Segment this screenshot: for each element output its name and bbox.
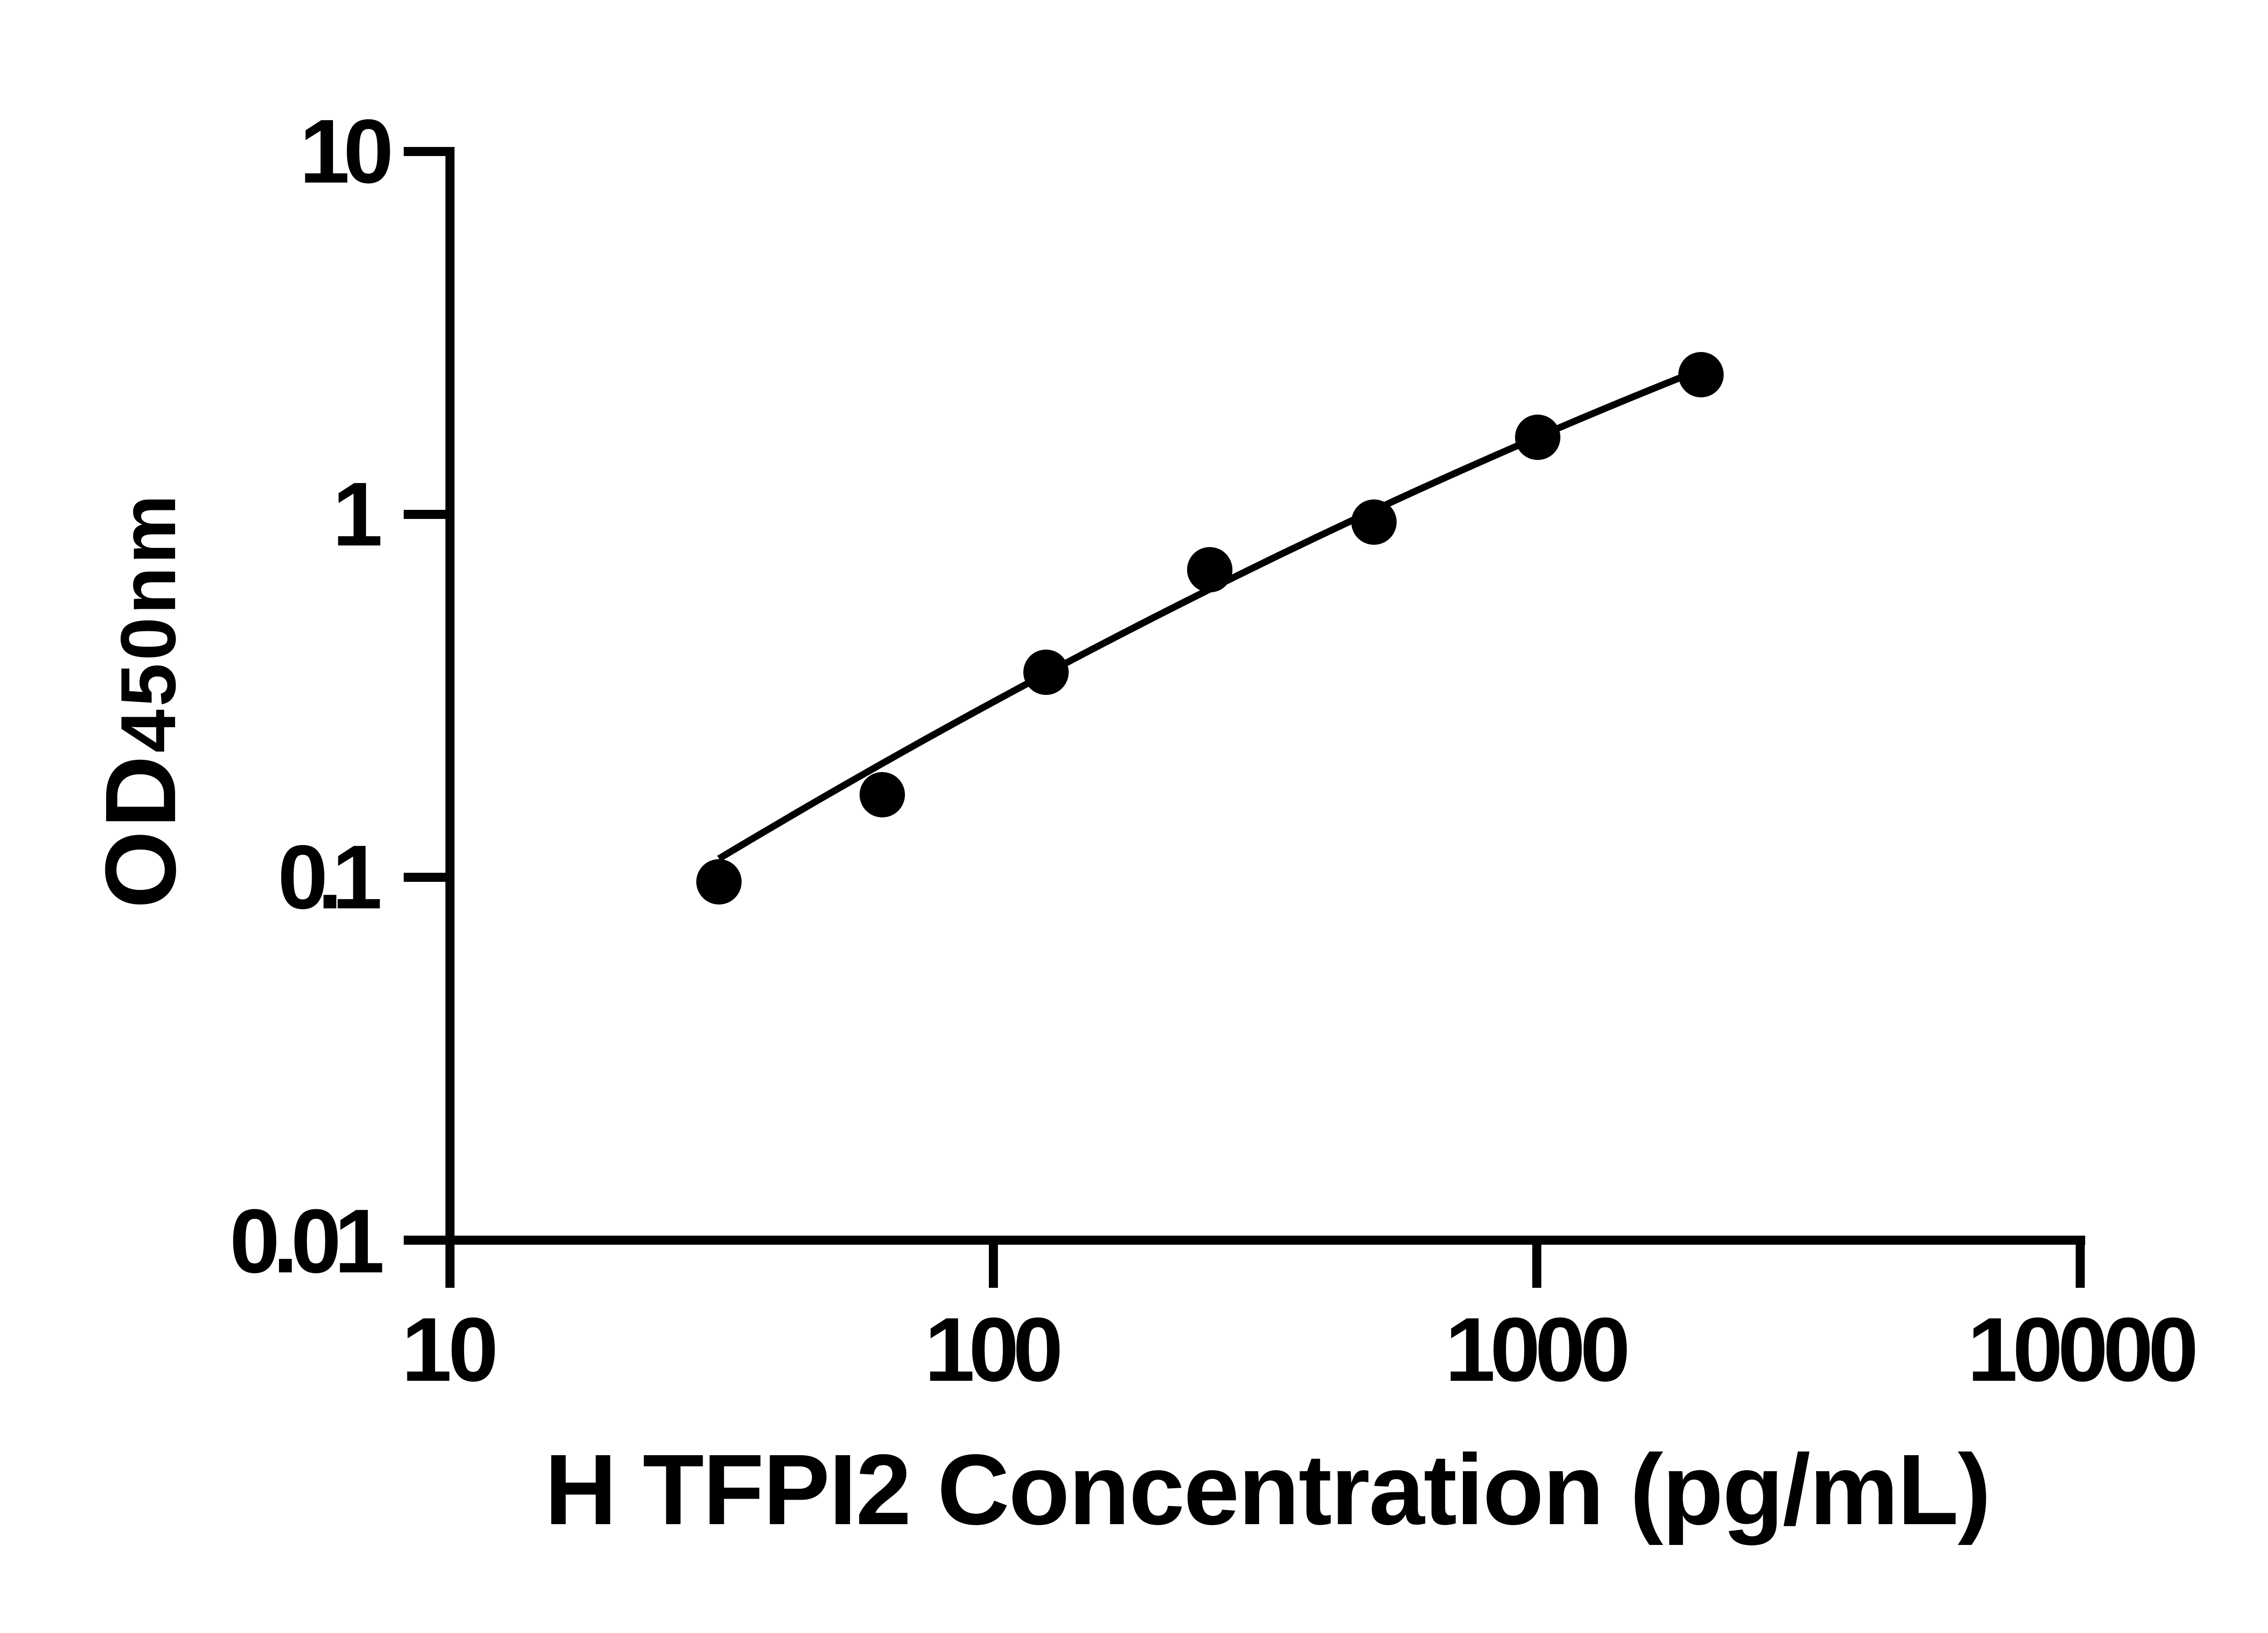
- svg-text:1000: 1000: [1445, 1299, 1631, 1400]
- svg-text:10: 10: [401, 1299, 499, 1400]
- svg-text:H TFPI2 Concentration (pg/mL): H TFPI2 Concentration (pg/mL): [545, 1433, 1991, 1545]
- svg-text:100: 100: [924, 1299, 1063, 1400]
- svg-text:0.01: 0.01: [230, 1191, 385, 1292]
- svg-text:1: 1: [332, 464, 383, 565]
- svg-text:10: 10: [299, 101, 394, 202]
- svg-text:10000: 10000: [1967, 1299, 2199, 1400]
- svg-text:0.1: 0.1: [278, 827, 382, 928]
- svg-text:OD450nm: OD450nm: [84, 492, 196, 909]
